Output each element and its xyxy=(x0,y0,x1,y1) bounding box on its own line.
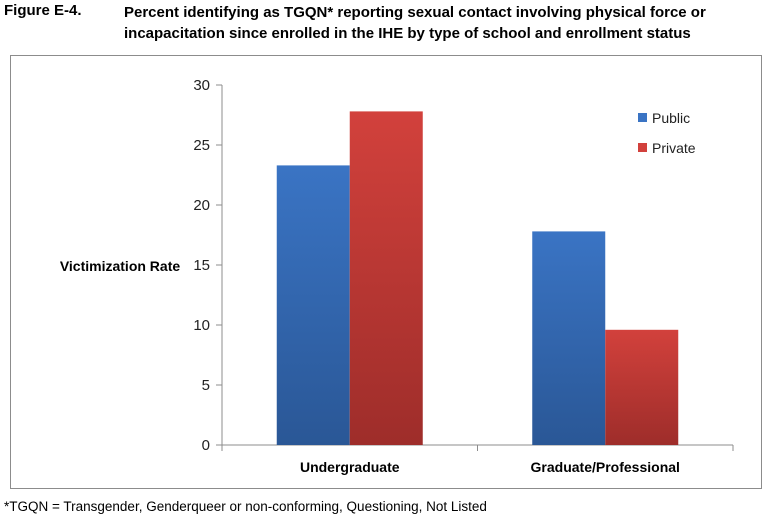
bar-public-undergraduate xyxy=(276,165,350,445)
bar-public-graduate-professional xyxy=(532,231,606,445)
legend-swatch-public xyxy=(638,113,647,122)
y-tick-label: 0 xyxy=(202,437,210,454)
y-tick-label: 15 xyxy=(193,257,210,274)
y-tick-label: 10 xyxy=(193,317,210,334)
y-tick-label: 30 xyxy=(193,77,210,94)
y-tick-label: 25 xyxy=(193,137,210,154)
bar-private-undergraduate xyxy=(349,111,423,446)
y-tick-label: 5 xyxy=(202,377,210,394)
x-category-label: Graduate/Professional xyxy=(531,459,680,475)
y-axis-title: Victimization Rate xyxy=(60,258,181,274)
y-tick-label: 20 xyxy=(193,197,210,214)
x-category-label: Undergraduate xyxy=(300,459,400,475)
footnote: *TGQN = Transgender, Genderqueer or non-… xyxy=(4,499,487,514)
figure-title: Percent identifying as TGQN* reporting s… xyxy=(124,4,706,42)
legend-swatch-private xyxy=(638,143,647,152)
chart-frame xyxy=(10,55,762,489)
figure-label: Figure E-4. xyxy=(4,2,82,19)
legend-label-private: Private xyxy=(652,140,696,156)
bar-private-graduate-professional xyxy=(605,329,679,445)
legend-label-public: Public xyxy=(652,110,690,126)
